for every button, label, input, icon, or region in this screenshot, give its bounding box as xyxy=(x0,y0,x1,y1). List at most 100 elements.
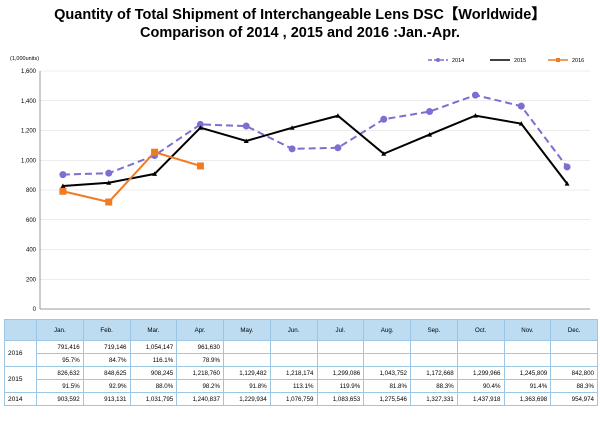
series-line-2016 xyxy=(62,151,201,204)
table-value-cell: 1,327,331 xyxy=(410,392,458,406)
point-2014 xyxy=(59,171,67,179)
point-2015 xyxy=(243,138,249,143)
table-row: 2014 903,592 913,131 1,031,795 1,240,837 1,22… xyxy=(4,392,598,406)
point-2014 xyxy=(105,169,113,177)
table-header-cell: Jul. xyxy=(316,319,365,341)
table-ratio-cell: 119.9% xyxy=(316,379,365,393)
table-value-cell xyxy=(269,340,318,354)
table-value-cell: 1,172,668 xyxy=(410,366,458,380)
point-2014 xyxy=(242,122,250,130)
table-value-cell: 1,363,698 xyxy=(503,392,552,406)
point-2015 xyxy=(564,181,570,186)
table-value-cell: 908,245 xyxy=(129,366,178,380)
table-header-cell: Dec. xyxy=(550,319,598,341)
table-value-cell xyxy=(550,340,598,354)
table-row: 2016 791,416 719,146 1,054,147 961,630 xyxy=(4,340,598,367)
point-2015 xyxy=(518,121,524,126)
line-chart: (1,000units) 0 200 400 600 800 1,000 1,200 1,400… xyxy=(10,56,590,313)
y-tick-label: 1,000 xyxy=(21,158,37,164)
table-value-cell: 1,299,966 xyxy=(456,366,505,380)
y-tick-label: 600 xyxy=(26,218,37,224)
table-value-cell: 1,031,795 xyxy=(129,392,178,406)
table-year-cell: 2016 xyxy=(4,340,37,367)
table-year-cell: 2014 xyxy=(4,392,37,406)
point-2015 xyxy=(106,180,112,185)
point-2015 xyxy=(152,171,158,176)
table-header-cell: Feb. xyxy=(82,319,131,341)
point-2014 xyxy=(471,91,479,99)
table-value-cell: 1,299,086 xyxy=(316,366,365,380)
y-tick-label: 800 xyxy=(26,188,37,194)
table-header-cell: Sep. xyxy=(410,319,458,341)
table-value-cell: 1,054,147 xyxy=(129,340,178,354)
data-table: Jan. Feb. Mar. Apr. May. Jun. Jul. Aug. Sep. Oct.… xyxy=(4,319,598,406)
table-value-cell: 1,083,653 xyxy=(316,392,365,406)
chart-title-line1: Quantity of Total Shipment of Interchang… xyxy=(54,7,546,23)
table-ratio-cell: 91.5% xyxy=(36,379,84,393)
table-value-cell xyxy=(410,340,458,354)
table-ratio-cell xyxy=(550,353,598,367)
table-header-cell: Jun. xyxy=(269,319,318,341)
table-ratio-cell: 91.8% xyxy=(223,379,271,393)
table-value-cell: 1,218,174 xyxy=(269,366,318,380)
table-ratio-cell xyxy=(316,353,365,367)
table-header-cell: Jan. xyxy=(36,319,84,341)
table-value-cell: 903,592 xyxy=(36,392,84,406)
table-value-cell: 848,625 xyxy=(82,366,131,380)
table-value-cell: 954,974 xyxy=(550,392,598,406)
table-value-cell: 1,240,837 xyxy=(176,392,224,406)
table-ratio-cell xyxy=(269,353,318,367)
table-ratio-cell xyxy=(363,353,411,367)
point-2014 xyxy=(380,115,388,123)
table-ratio-cell: 88.3% xyxy=(410,379,458,393)
table-ratio-cell: 90.4% xyxy=(456,379,505,393)
legend-marker-2016 xyxy=(556,58,560,62)
table-header-cell: Aug. xyxy=(363,319,411,341)
point-2015 xyxy=(60,183,66,189)
table-ratio-cell: 78.9% xyxy=(176,353,224,367)
point-2014 xyxy=(196,120,204,128)
table-ratio-cell: 95.7% xyxy=(36,353,84,367)
table-value-cell: 1,437,918 xyxy=(456,392,505,406)
table-ratio-cell: 116.1% xyxy=(129,353,178,367)
table-header-cell: Nov. xyxy=(503,319,552,341)
point-2014 xyxy=(517,102,525,110)
y-tick-label: 0 xyxy=(33,307,37,313)
legend-label-2016: 2016 xyxy=(572,58,584,64)
point-2016 xyxy=(151,148,159,156)
table-value-cell xyxy=(363,340,411,354)
chart-title-line2: Comparison of 2014 , 2015 and 2016 :Jan.… xyxy=(140,25,460,41)
table-ratio-cell: 84.7% xyxy=(82,353,131,367)
table-header-cell: Apr. xyxy=(176,319,224,341)
table-value-cell xyxy=(316,340,365,354)
y-tick-label: 200 xyxy=(26,277,37,283)
table-header-cell: May. xyxy=(223,319,271,341)
table-value-cell: 1,076,759 xyxy=(269,392,318,406)
table-ratio-cell: 92.9% xyxy=(82,379,131,393)
table-corner xyxy=(4,319,37,341)
table-ratio-row: 91.5% 92.9% 88.0% 98.2% 91.8% 113.1% 119.9% 81.… xyxy=(5,379,598,393)
table-value-cell: 961,630 xyxy=(176,340,224,354)
point-2014 xyxy=(426,108,434,116)
point-2015 xyxy=(197,125,203,130)
table-value-cell: 842,800 xyxy=(550,366,598,380)
table-value-cell: 719,146 xyxy=(82,340,131,354)
point-2016 xyxy=(196,162,204,170)
table-value-cell xyxy=(456,340,505,354)
legend-marker-2014 xyxy=(436,58,440,62)
table-value-cell: 1,218,760 xyxy=(176,366,224,380)
table-header-cell: Mar. xyxy=(129,319,178,341)
table-value-cell xyxy=(223,340,271,354)
table-value-cell: 791,416 xyxy=(36,340,84,354)
point-2014 xyxy=(334,144,342,152)
y-tick-label: 1,600 xyxy=(21,69,37,75)
table-value-cell: 1,043,752 xyxy=(363,366,411,380)
y-tick-label: 1,400 xyxy=(21,99,37,105)
point-2014 xyxy=(563,163,571,171)
table-value-cell: 1,129,482 xyxy=(223,366,271,380)
table-year-cell: 2015 xyxy=(4,366,37,393)
table-ratio-cell xyxy=(223,353,271,367)
y-tick-label: 1,200 xyxy=(21,129,37,135)
point-2014 xyxy=(288,145,296,153)
table-ratio-row: 95.7% 84.7% 116.1% 78.9% xyxy=(5,353,598,367)
